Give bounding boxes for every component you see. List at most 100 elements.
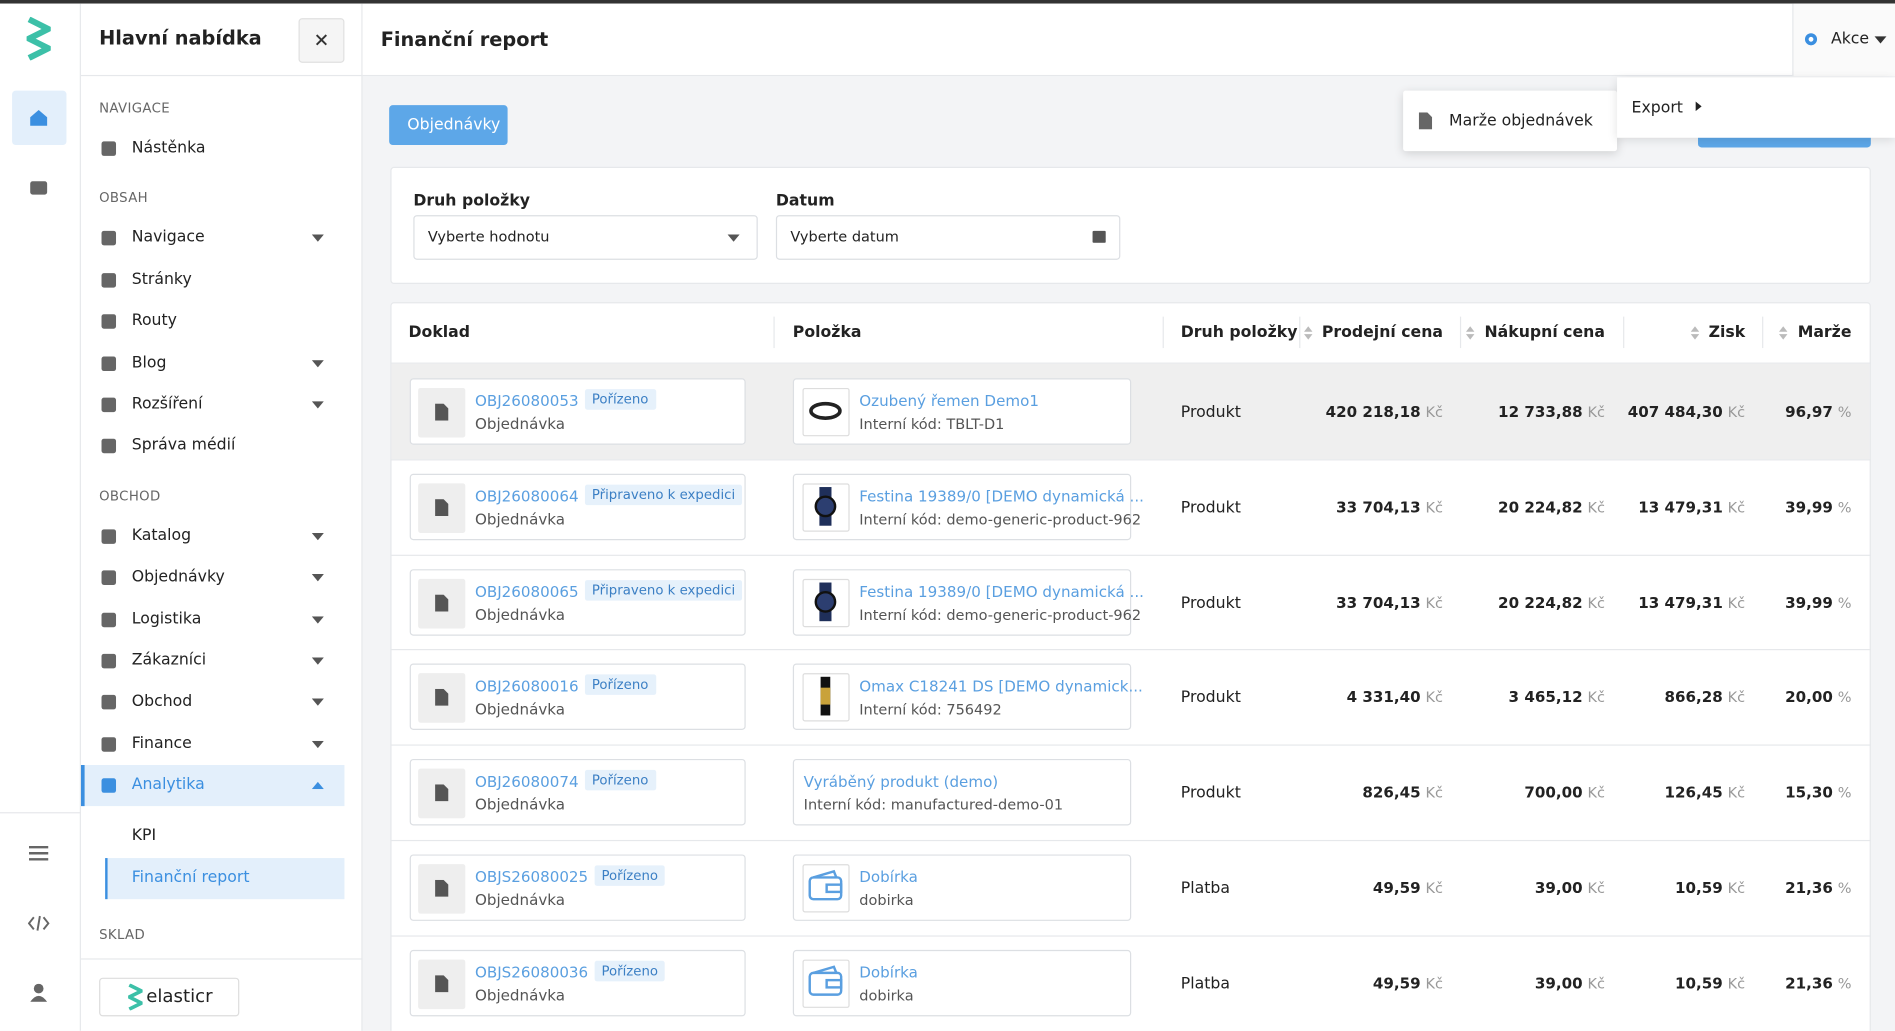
column-header[interactable]: Zisk: [1708, 323, 1746, 343]
dropdown-item[interactable]: Marže objednávek: [1449, 112, 1593, 131]
menu-item[interactable]: Objednávky: [131, 568, 225, 587]
column-header[interactable]: Marže: [1797, 323, 1852, 343]
document-icon: [435, 498, 449, 516]
item-kind: Produkt: [1180, 498, 1241, 518]
menu-item[interactable]: Zákazníci: [131, 651, 207, 670]
document-number[interactable]: OBJ26080064: [474, 486, 579, 505]
item-name[interactable]: Vyráběný produkt (demo): [803, 772, 999, 791]
currency-unit: Kč: [1425, 403, 1444, 421]
currency-unit: Kč: [1727, 689, 1746, 707]
item-box[interactable]: [792, 759, 1132, 826]
item-name[interactable]: Dobírka: [859, 867, 918, 886]
tab-button[interactable]: [389, 105, 508, 146]
document-box[interactable]: [409, 663, 746, 731]
item-name[interactable]: Ozubený řemen Demo1: [859, 391, 1039, 410]
menu-item[interactable]: Logistika: [131, 609, 202, 628]
submenu-item-active: [105, 857, 345, 899]
column-header[interactable]: Položka: [792, 323, 862, 343]
column-header[interactable]: Nákupní cena: [1484, 323, 1605, 343]
store-icon: [30, 181, 48, 195]
tab-label[interactable]: Objednávky: [407, 116, 501, 135]
currency-unit: Kč: [1425, 689, 1444, 707]
submenu-item[interactable]: Finanční report: [131, 868, 250, 887]
item-name[interactable]: Dobírka: [859, 962, 918, 982]
logo-box: [99, 977, 240, 1017]
profit-value: 13 479,31: [1638, 592, 1723, 612]
submenu-item[interactable]: KPI: [131, 826, 157, 845]
user-icon: [30, 983, 48, 1002]
item-name[interactable]: Festina 19389/0 [DEMO dynamická ...: [859, 486, 1144, 505]
document-box[interactable]: [409, 568, 746, 636]
margin-value: 39,99: [1785, 592, 1833, 612]
cost-value: 39,00: [1534, 878, 1583, 897]
item-image: [814, 582, 837, 621]
item-kind: Platba: [1180, 879, 1230, 898]
column-header[interactable]: Prodejní cena: [1321, 323, 1444, 343]
sale-value: 49,59: [1372, 973, 1421, 992]
menu-header-divider: [80, 74, 363, 77]
currency-unit: Kč: [1587, 498, 1605, 516]
document-number[interactable]: OBJS26080025: [474, 867, 589, 886]
document-icon: [435, 403, 449, 421]
document-type: Objednávka: [474, 890, 566, 909]
menu-item-active: [80, 765, 345, 807]
menu-item[interactable]: Obchod: [131, 692, 193, 712]
column-header[interactable]: Druh položky: [1180, 323, 1298, 343]
menu-item[interactable]: Nástěnka: [131, 138, 206, 158]
filter-input[interactable]: [413, 215, 758, 260]
cost-value: 20 224,82: [1498, 592, 1583, 612]
row-divider: [390, 554, 1871, 556]
column-header[interactable]: Doklad: [408, 323, 471, 343]
percent-unit: %: [1837, 594, 1852, 612]
sort-icon: [1466, 326, 1475, 340]
item-code: Interní kód: TBLT-D1: [859, 415, 1005, 433]
currency-unit: Kč: [1587, 975, 1605, 992]
item-kind: Produkt: [1180, 403, 1241, 422]
item-code: Interní kód: demo-generic-product-962: [859, 510, 1142, 528]
document-number[interactable]: OBJ26080074: [474, 772, 579, 791]
menu-item[interactable]: Navigace: [131, 228, 205, 248]
document-box[interactable]: [409, 378, 746, 445]
sale-value: 33 704,13: [1336, 592, 1421, 612]
profit-value: 13 479,31: [1638, 497, 1723, 516]
row-divider: [390, 935, 1871, 937]
document-box[interactable]: [409, 759, 746, 826]
currency-unit: Kč: [1587, 594, 1605, 612]
submenu-item[interactable]: Export: [1631, 99, 1683, 118]
status-badge: Pořízeno: [594, 960, 666, 982]
item-code: dobirka: [859, 987, 914, 1005]
menu-item[interactable]: Finance: [131, 734, 192, 753]
caret-down: [311, 657, 324, 665]
menu-item[interactable]: Stránky: [131, 270, 192, 289]
currency-unit: Kč: [1727, 498, 1746, 516]
menu-item[interactable]: Analytika: [131, 776, 205, 795]
document-box[interactable]: [409, 854, 746, 921]
logo-small: [128, 983, 143, 1011]
document-box[interactable]: [409, 949, 746, 1017]
table-header-divider: [390, 362, 1871, 364]
menu-item[interactable]: Správa médií: [131, 436, 236, 455]
status-badge: Připraveno k expedici: [584, 579, 743, 601]
filter-placeholder: Vyberte datum: [790, 228, 899, 246]
menu-item[interactable]: Routy: [131, 312, 177, 331]
menu-item[interactable]: Rozšíření: [131, 395, 203, 414]
caret-down: [311, 234, 324, 243]
top-bar: [362, 3, 1895, 77]
menu-item[interactable]: Blog: [131, 353, 167, 372]
menu-item[interactable]: Katalog: [131, 526, 192, 545]
column-separator: [1162, 316, 1164, 349]
document-number[interactable]: OBJ26080065: [474, 582, 579, 601]
item-name[interactable]: Omax C18241 DS [DEMO dynamick...: [859, 677, 1143, 696]
document-number[interactable]: OBJS26080036: [474, 962, 589, 982]
document-number[interactable]: OBJ26080053: [474, 391, 579, 410]
action-label[interactable]: Akce: [1830, 30, 1870, 49]
row-divider: [390, 649, 1871, 651]
filter-label: Datum: [775, 192, 835, 211]
document-number[interactable]: OBJ26080016: [474, 677, 579, 696]
profit-value: 126,45: [1664, 783, 1723, 802]
item-name[interactable]: Festina 19389/0 [DEMO dynamická ...: [859, 582, 1144, 601]
menu-icon: [101, 439, 117, 454]
filter-input[interactable]: [775, 215, 1121, 260]
cost-value: 12 733,88: [1498, 402, 1583, 421]
